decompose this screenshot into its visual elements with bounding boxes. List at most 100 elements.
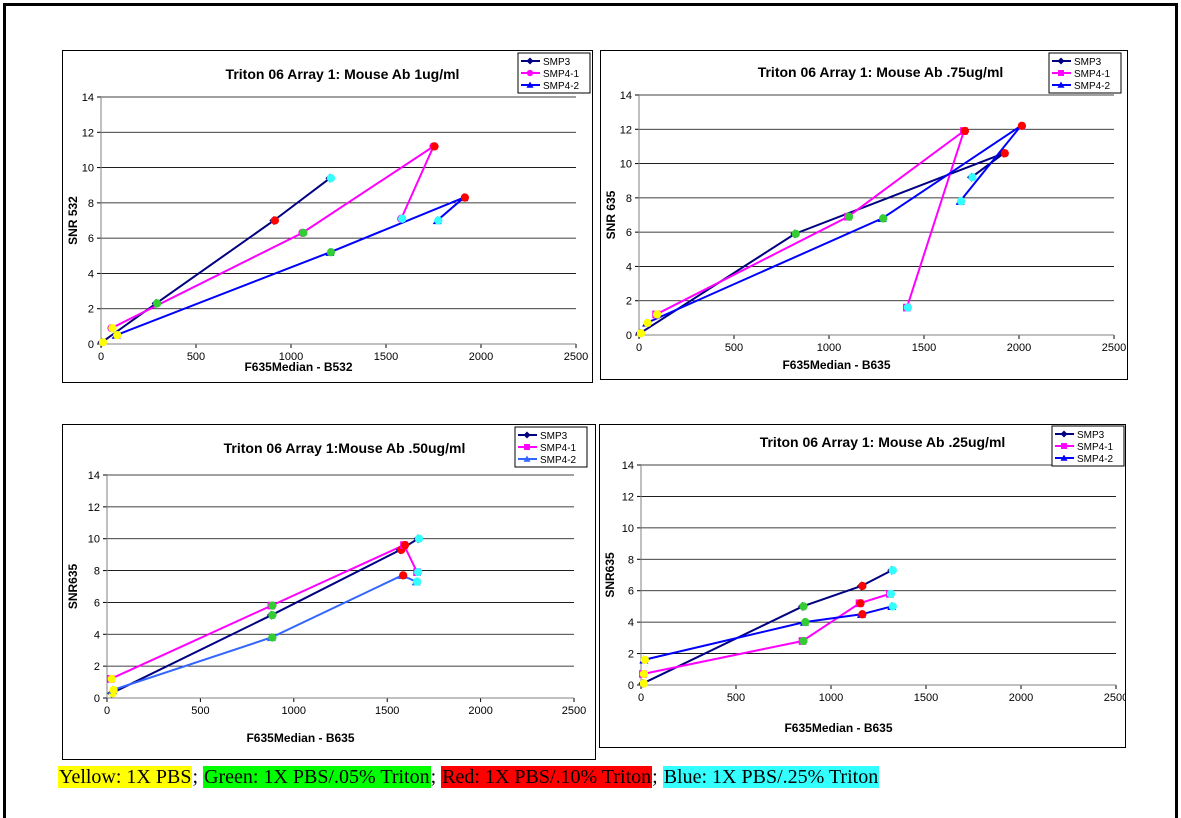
series-line-smp3 bbox=[101, 177, 331, 344]
legend-label: SMP4-1 bbox=[1077, 442, 1114, 453]
y-tick-label: 14 bbox=[88, 470, 100, 482]
condition-marker-blue bbox=[414, 534, 424, 543]
legend-label: SMP3 bbox=[1077, 430, 1105, 441]
y-tick-label: 8 bbox=[626, 193, 632, 205]
y-tick-label: 10 bbox=[82, 163, 94, 175]
legend-swatch-marker bbox=[523, 431, 531, 439]
y-tick-label: 0 bbox=[628, 680, 634, 692]
condition-marker-yellow bbox=[640, 655, 649, 664]
condition-marker-green bbox=[879, 214, 888, 223]
legend-label: SMP4-1 bbox=[540, 443, 577, 454]
condition-marker-blue bbox=[903, 303, 913, 312]
condition-marker-red bbox=[1000, 149, 1009, 158]
condition-marker-red bbox=[460, 193, 470, 202]
x-tick-label: 0 bbox=[104, 705, 110, 717]
condition-marker-red bbox=[430, 142, 439, 151]
y-tick-label: 6 bbox=[94, 597, 100, 609]
y-tick-label: 4 bbox=[626, 261, 632, 273]
series-line-smp4-1 bbox=[655, 128, 966, 316]
condition-marker-yellow bbox=[113, 331, 122, 340]
series-line-smp3 bbox=[642, 569, 893, 685]
y-tick-label: 10 bbox=[620, 159, 632, 171]
chart-panel-25ug: Triton 06 Array 1: Mouse Ab .25ug/ml 0 2 4 6… bbox=[599, 424, 1126, 748]
x-tick-label: 1000 bbox=[817, 342, 841, 354]
condition-marker-yellow bbox=[652, 310, 662, 319]
y-tick-label: 12 bbox=[620, 124, 632, 136]
legend-label: SMP4-2 bbox=[1077, 454, 1114, 465]
legend-label: SMP3 bbox=[540, 431, 568, 442]
legend-swatch-marker bbox=[526, 69, 534, 77]
y-tick-label: 14 bbox=[622, 460, 634, 472]
x-tick-label: 2000 bbox=[468, 705, 492, 717]
y-tick-label: 6 bbox=[628, 586, 634, 598]
chart-svg: Triton 06 Array 1:Mouse Ab .50ug/ml 0 2 4 6 8… bbox=[66, 426, 588, 745]
x-tick-label: 2500 bbox=[1102, 342, 1126, 354]
y-tick-label: 4 bbox=[88, 268, 94, 280]
chart-title: Triton 06 Array 1: Mouse Ab .75ug/ml bbox=[758, 64, 1004, 80]
x-tick-label: 1500 bbox=[374, 351, 398, 363]
y-axis-label: SNR 635 bbox=[604, 190, 618, 239]
y-tick-label: 6 bbox=[626, 227, 632, 239]
page-frame bbox=[3, 3, 1178, 818]
condition-marker-green bbox=[268, 601, 277, 610]
legend-swatch-marker bbox=[524, 444, 530, 450]
series-line-smp4-1 bbox=[642, 592, 891, 675]
x-tick-label: 2000 bbox=[1009, 692, 1033, 704]
y-tick-label: 14 bbox=[82, 92, 94, 104]
x-tick-label: 1000 bbox=[819, 692, 843, 704]
x-tick-label: 2500 bbox=[562, 705, 586, 717]
y-tick-label: 2 bbox=[88, 304, 94, 316]
x-tick-label: 1500 bbox=[375, 705, 399, 717]
condition-marker-green bbox=[799, 602, 808, 611]
condition-marker-red bbox=[960, 126, 970, 136]
condition-marker-yellow bbox=[639, 669, 649, 679]
y-tick-label: 0 bbox=[94, 693, 100, 705]
y-tick-label: 2 bbox=[628, 649, 634, 661]
legend-swatch-marker bbox=[1057, 81, 1065, 88]
y-axis-label: SNR 532 bbox=[66, 196, 80, 245]
condition-marker-red bbox=[858, 581, 867, 591]
series-line-smp3 bbox=[111, 537, 419, 695]
y-tick-label: 10 bbox=[88, 534, 100, 546]
x-axis-label: F635Median - B532 bbox=[244, 360, 352, 374]
condition-marker-yellow bbox=[639, 679, 649, 688]
y-tick-label: 4 bbox=[94, 629, 100, 641]
condition-marker-green bbox=[268, 611, 277, 620]
condition-marker-blue bbox=[326, 174, 336, 183]
x-tick-label: 500 bbox=[727, 692, 745, 704]
legend-label: SMP3 bbox=[543, 57, 571, 68]
series-line-smp4-1 bbox=[111, 143, 436, 330]
y-tick-label: 10 bbox=[622, 523, 634, 535]
x-axis-label: F635Median - B635 bbox=[246, 731, 354, 745]
caption-blue: Blue: 1X PBS/.25% Triton bbox=[662, 766, 880, 788]
condition-marker-blue bbox=[956, 197, 966, 206]
x-tick-label: 0 bbox=[98, 351, 104, 363]
legend-label: SMP4-2 bbox=[543, 81, 580, 92]
series-line-smp3 bbox=[639, 152, 1005, 335]
legend-swatch-marker bbox=[526, 81, 534, 88]
y-axis-label: SNR635 bbox=[603, 552, 617, 598]
x-axis-label: F635Median - B635 bbox=[784, 721, 892, 735]
x-tick-label: 1000 bbox=[282, 705, 306, 717]
x-tick-label: 2500 bbox=[1104, 692, 1125, 704]
legend-label: SMP4-2 bbox=[1074, 81, 1111, 92]
legend-label: SMP3 bbox=[1074, 57, 1102, 68]
y-tick-label: 2 bbox=[626, 296, 632, 308]
legend-label: SMP4-1 bbox=[543, 69, 580, 80]
condition-marker-green bbox=[268, 633, 277, 642]
series-line-smp4-1 bbox=[110, 543, 418, 680]
x-tick-label: 1500 bbox=[912, 342, 936, 354]
condition-marker-red bbox=[270, 216, 280, 225]
condition-marker-green bbox=[299, 228, 308, 237]
legend-swatch-marker bbox=[1057, 57, 1065, 65]
condition-marker-red bbox=[400, 540, 410, 550]
x-tick-label: 2000 bbox=[469, 351, 493, 363]
condition-marker-red bbox=[1017, 121, 1027, 130]
x-tick-label: 0 bbox=[638, 692, 644, 704]
caption-sep: ; bbox=[430, 766, 442, 788]
y-tick-label: 0 bbox=[88, 339, 94, 351]
series-line-smp4-2 bbox=[112, 574, 417, 691]
